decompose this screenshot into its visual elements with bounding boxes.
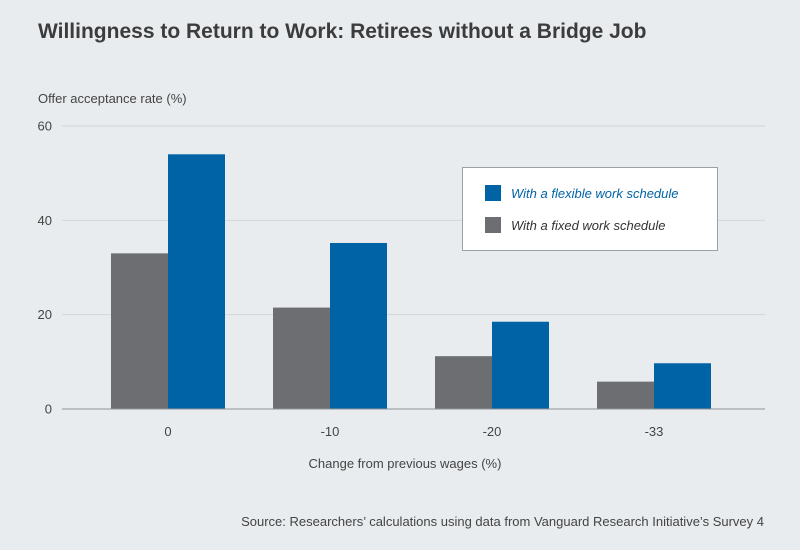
legend-swatch-flexible <box>485 185 501 201</box>
bar-flexible-3 <box>654 363 711 409</box>
x-axis-label: Change from previous wages (%) <box>308 456 502 471</box>
bar-flexible-1 <box>330 242 387 409</box>
legend-item-flexible: With a flexible work schedule <box>485 185 679 201</box>
chart-title: Willingness to Return to Work: Retirees … <box>38 20 647 43</box>
legend-label-fixed: With a fixed work schedule <box>511 217 666 233</box>
source-note: Source: Researchers’ calculations using … <box>241 514 764 529</box>
bar-flexible-0 <box>168 154 225 409</box>
y-tick-labels: 0 20 40 60 <box>38 119 52 417</box>
x-tick-label: -10 <box>321 424 340 439</box>
y-tick-label: 60 <box>38 119 52 134</box>
x-tick-label: -20 <box>483 424 502 439</box>
legend-label-flexible: With a flexible work schedule <box>511 185 679 201</box>
y-tick-label: 20 <box>38 307 52 322</box>
bar-fixed-2 <box>435 356 492 409</box>
x-tick-label: 0 <box>164 424 171 439</box>
bar-fixed-1 <box>273 307 330 409</box>
x-tick-labels: 0 -10 -20 -33 <box>164 424 663 439</box>
y-tick-label: 40 <box>38 213 52 228</box>
legend: With a flexible work schedule With a fix… <box>462 167 718 251</box>
bar-fixed-3 <box>597 381 654 409</box>
legend-item-fixed: With a fixed work schedule <box>485 217 666 233</box>
legend-swatch-fixed <box>485 217 501 233</box>
y-axis-label: Offer acceptance rate (%) <box>38 91 187 106</box>
bar-flexible-2 <box>492 321 549 409</box>
x-tick-label: -33 <box>645 424 664 439</box>
bars <box>111 154 711 409</box>
y-tick-label: 0 <box>45 402 52 417</box>
bar-fixed-0 <box>111 253 168 409</box>
